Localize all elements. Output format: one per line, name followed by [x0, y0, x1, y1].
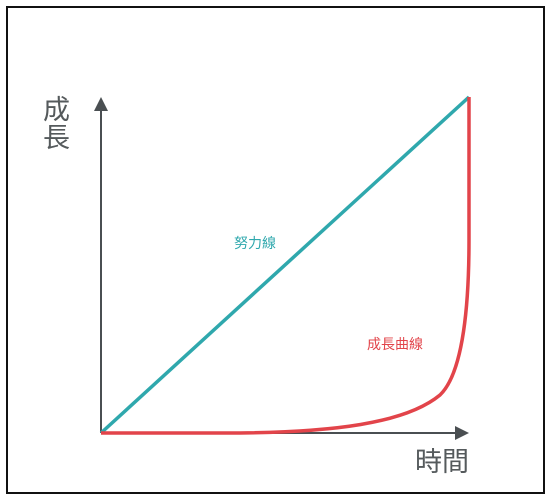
x-axis-label: 時間	[415, 447, 469, 478]
growth-curve-label: 成長曲線	[367, 337, 423, 353]
y-axis-label-top: 成	[43, 95, 70, 126]
effort-line	[99, 95, 471, 435]
y-axis-label-bottom: 長	[43, 123, 70, 154]
growth-curve	[101, 97, 471, 435]
diagram-frame	[6, 6, 545, 494]
effort-line-label: 努力線	[234, 236, 276, 252]
